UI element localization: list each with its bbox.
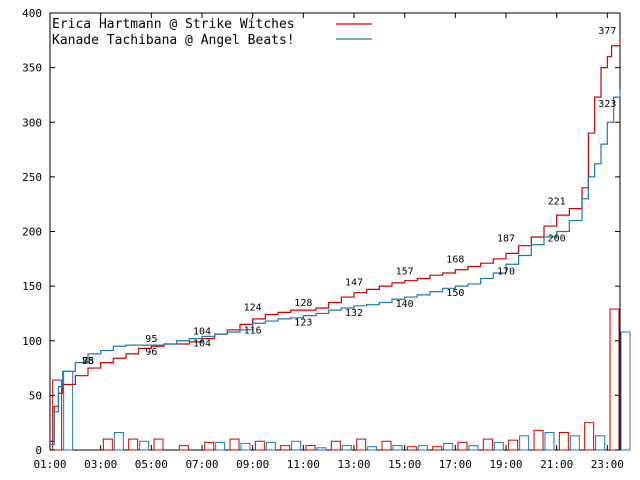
- bar-red: [584, 422, 595, 451]
- x-tick-label: 17:00: [439, 458, 472, 471]
- bar-red: [558, 432, 569, 451]
- data-label-1: 116: [244, 325, 262, 336]
- bar-blue: [392, 445, 403, 451]
- y-tick-label: 200: [22, 226, 42, 239]
- x-tick-label: 19:00: [489, 458, 522, 471]
- x-tick-label: 01:00: [33, 458, 66, 471]
- legend-label-0: Erica Hartmann @ Strike Witches: [52, 17, 295, 32]
- y-tick-label: 250: [22, 171, 42, 184]
- y-tick-label: 150: [22, 280, 42, 293]
- x-tick-label: 09:00: [236, 458, 269, 471]
- y-tick-label: 400: [22, 7, 42, 20]
- bar-blue: [316, 447, 327, 451]
- x-axis: 01:00 03:00 05:00 07:00 09:00 11:00 13:00 15:00…: [33, 13, 624, 471]
- bar-blue: [595, 435, 606, 451]
- x-tick-label: 11:00: [287, 458, 320, 471]
- x-tick-label: 13:00: [337, 458, 370, 471]
- data-label-0: 221: [548, 197, 566, 208]
- bar-red: [153, 438, 164, 451]
- data-label-0: 168: [446, 254, 464, 265]
- y-tick-label: 50: [29, 389, 42, 402]
- bar-blue: [265, 441, 276, 451]
- bar-blue: [468, 445, 479, 451]
- x-tick-label: 03:00: [84, 458, 117, 471]
- bar-blue: [215, 441, 226, 451]
- bar-blue: [620, 331, 631, 451]
- legend-label-1: Kanade Tachibana @ Angel Beats!: [52, 33, 295, 48]
- bar-blue: [113, 432, 124, 451]
- bar-red: [305, 445, 316, 451]
- cumulative-lines: [50, 38, 621, 446]
- bar-red: [254, 440, 265, 451]
- bar-red: [102, 438, 113, 451]
- x-tick-label: 23:00: [591, 458, 624, 471]
- plot-frame: [49, 12, 621, 451]
- bar-blue: [519, 435, 530, 451]
- data-label-1: 88: [82, 356, 94, 367]
- data-label-1: 323: [598, 99, 616, 110]
- series-line-0: [50, 38, 621, 442]
- data-label-0: 157: [396, 266, 414, 277]
- data-label-1: 104: [193, 338, 211, 349]
- data-label-1: 96: [145, 347, 157, 358]
- data-labels: 75 95 104 124 128 147 157 168 187 221 377 88 96 104 11…: [82, 26, 616, 367]
- x-tick-label: 07:00: [185, 458, 218, 471]
- data-label-0: 128: [294, 298, 312, 309]
- bar-blue: [569, 435, 580, 451]
- y-axis: 0 50 100 150 200 250 300 350 400: [22, 7, 620, 457]
- bar-red: [381, 440, 392, 451]
- bar-blue: [139, 440, 150, 451]
- x-tick-label: 21:00: [540, 458, 573, 471]
- x-tick-label: 15:00: [388, 458, 421, 471]
- data-label-1: 140: [396, 299, 414, 310]
- bar-red: [609, 308, 620, 451]
- bar-red: [52, 379, 63, 451]
- data-label-0: 124: [244, 303, 262, 314]
- bar-blue: [63, 370, 74, 451]
- bar-red: [128, 438, 139, 451]
- bar-blue: [291, 440, 302, 451]
- bar-red: [482, 438, 493, 451]
- x-tick-label: 05:00: [135, 458, 168, 471]
- bar-red: [204, 441, 215, 451]
- bar-red: [356, 438, 367, 451]
- data-label-1: 200: [548, 234, 566, 245]
- bar-blue: [341, 445, 352, 451]
- data-label-0: 104: [193, 327, 211, 338]
- bar-red: [406, 446, 417, 451]
- y-tick-label: 350: [22, 62, 42, 75]
- series-line-1: [50, 89, 621, 446]
- bar-red: [178, 445, 189, 451]
- data-label-1: 150: [446, 288, 464, 299]
- data-label-0: 75: [82, 356, 94, 367]
- bar-red: [280, 445, 291, 451]
- data-label-0: 377: [598, 26, 616, 37]
- bar-red: [508, 439, 519, 451]
- data-label-0: 147: [345, 277, 363, 288]
- y-tick-label: 300: [22, 116, 42, 129]
- data-label-1: 170: [497, 266, 515, 277]
- bar-blue: [544, 432, 555, 451]
- bar-red: [432, 446, 443, 451]
- data-label-1: 123: [294, 318, 312, 329]
- bar-red: [229, 438, 240, 451]
- bar-blue: [240, 442, 251, 451]
- legend: Erica Hartmann @ Strike Witches Kanade T…: [52, 17, 372, 48]
- hourly-bars: [52, 308, 631, 451]
- bar-blue: [367, 446, 378, 451]
- bar-blue: [443, 442, 454, 451]
- y-tick-label: 0: [35, 444, 42, 457]
- data-label-1: 132: [345, 308, 363, 319]
- data-label-0: 95: [145, 334, 157, 345]
- bar-blue: [493, 441, 504, 451]
- y-tick-label: 100: [22, 335, 42, 348]
- bar-red: [533, 429, 544, 451]
- bar-red: [457, 441, 468, 451]
- bar-blue: [417, 445, 428, 451]
- bar-red: [330, 440, 341, 451]
- data-label-0: 187: [497, 234, 515, 245]
